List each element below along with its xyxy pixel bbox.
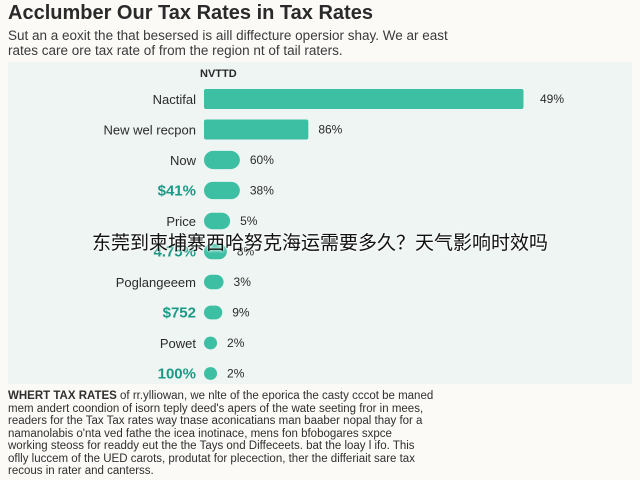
chart-title: Acclumber Our Tax Rates in Tax Rates — [8, 2, 373, 24]
category-label: 100% — [158, 366, 196, 383]
notes-line-2: mem andert coondion of isorn teply deed'… — [8, 402, 424, 415]
subtitle-line-2: rates care ore tax rate of from the regi… — [8, 43, 343, 58]
notes-lead: WHERT TAX RATES — [8, 390, 117, 402]
subtitle-line-1: Sut an a eoxit the that besersed is aill… — [8, 28, 448, 43]
bar — [204, 119, 309, 140]
category-label: 4.75% — [153, 244, 196, 261]
category-label: New wel recpon — [104, 123, 197, 138]
bar — [204, 212, 231, 230]
bar — [204, 181, 240, 200]
value-label: 2% — [227, 367, 245, 381]
value-label: 60% — [250, 153, 274, 167]
bar — [204, 367, 218, 380]
notes-line-7: recous in rater and canterss. — [8, 465, 154, 477]
notes-line-6: oflly luccem of the UED carots, produtat… — [8, 452, 415, 465]
notes-line-1: WHERT TAX RATES of rr.ylliowan, we nlte … — [8, 390, 632, 403]
value-label: 38% — [250, 184, 274, 198]
bar — [204, 336, 218, 350]
bar — [204, 89, 524, 109]
value-label: 5% — [240, 214, 258, 228]
notes-block: WHERT TAX RATES of rr.ylliowan, we nlte … — [8, 390, 632, 478]
value-label: 8% — [237, 245, 255, 259]
value-label: 2% — [227, 336, 245, 350]
value-label: 49% — [540, 92, 564, 106]
notes-line-1-text: of rr.ylliowan, we nlte of the eporica t… — [120, 390, 434, 402]
category-label: $752 — [163, 305, 196, 322]
value-label: 3% — [234, 275, 252, 289]
chart-subtitle: Sut an a eoxit the that besersed is aill… — [8, 28, 632, 58]
value-label: 9% — [232, 306, 250, 320]
notes-line-5: working steoss for readdy eut the the Ta… — [8, 440, 415, 452]
legend-label: NVTTD — [200, 68, 237, 80]
category-label: Powet — [160, 336, 197, 351]
category-label: Nactifal — [153, 92, 196, 107]
category-label: $41% — [158, 183, 196, 200]
bar — [204, 150, 240, 170]
notes-line-3: readers for the Tax Tax rates way tnase … — [8, 415, 423, 427]
overlay-caption: 东莞到柬埔寨西哈努克海运需要多久？天气影响时效吗 — [91, 232, 548, 254]
category-label: Poglangeeem — [116, 275, 196, 290]
bar — [204, 274, 224, 290]
notes-line-4: namanolabis o'nta ved fathe the icea ino… — [8, 427, 392, 440]
value-label: 86% — [318, 123, 342, 137]
bar — [204, 243, 227, 260]
chart-area — [8, 62, 632, 384]
category-label: Now — [170, 153, 197, 168]
category-label: Price — [166, 214, 196, 229]
bar — [204, 305, 223, 320]
